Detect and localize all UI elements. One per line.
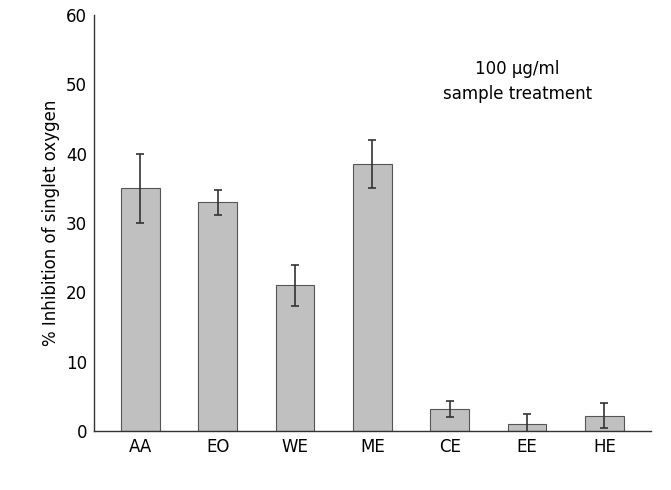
Text: 100 μg/ml
sample treatment: 100 μg/ml sample treatment	[443, 60, 592, 103]
Bar	[430, 409, 469, 431]
Bar	[508, 424, 546, 431]
Y-axis label: % Inhibition of singlet oxygen: % Inhibition of singlet oxygen	[42, 100, 60, 346]
Bar	[353, 164, 392, 431]
Bar	[585, 416, 624, 431]
Bar	[276, 285, 315, 431]
Bar	[121, 188, 160, 431]
Bar	[199, 202, 237, 431]
